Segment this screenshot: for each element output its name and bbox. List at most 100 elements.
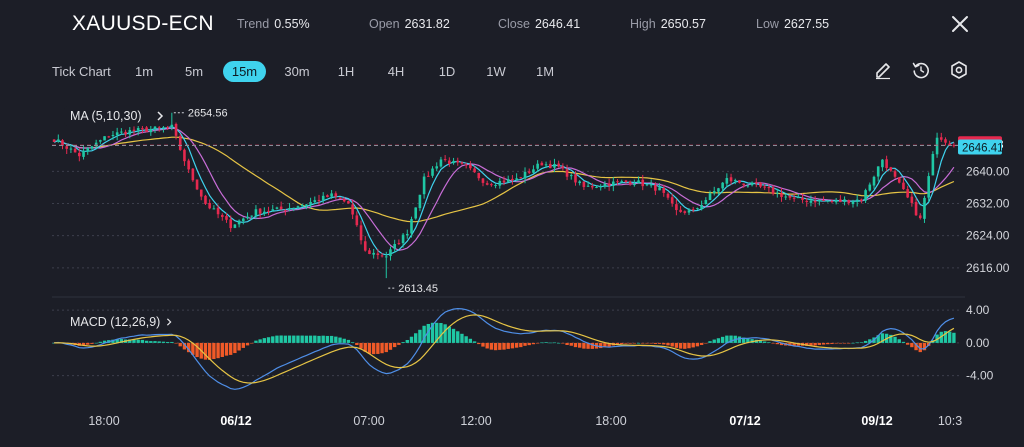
candle [939, 132, 943, 142]
candle-body [775, 192, 779, 194]
candle-body [225, 216, 228, 220]
candle-body [691, 209, 695, 211]
tab-1w[interactable]: 1W [486, 64, 506, 79]
candle-body [733, 180, 737, 182]
candle-body [717, 188, 720, 192]
macd-histogram-bar [889, 334, 893, 343]
tab-30m[interactable]: 30m [284, 64, 310, 79]
candle [393, 239, 396, 253]
candle-body [519, 177, 523, 179]
candle [952, 142, 956, 148]
candle [931, 151, 935, 176]
settings-icon[interactable] [949, 60, 969, 80]
candle [717, 187, 720, 196]
close-icon[interactable] [948, 12, 972, 36]
candle-body [649, 184, 653, 186]
candle [477, 172, 481, 181]
macd-histogram-bar [346, 339, 351, 343]
candle [809, 195, 813, 207]
macd-histogram-bar [338, 337, 342, 343]
max-price-annotation: 2654.56 [188, 108, 228, 120]
candle [94, 139, 98, 149]
candle-body [300, 204, 304, 207]
candle-body [380, 255, 384, 257]
tab-15m[interactable]: 15m [223, 61, 266, 82]
candle-body [57, 139, 60, 142]
macd-histogram-bar [275, 335, 279, 343]
candle [897, 177, 901, 184]
pencil-icon[interactable] [873, 60, 893, 80]
candle [275, 206, 279, 210]
tab-4h[interactable]: 4H [387, 64, 405, 79]
macd-indicator-label[interactable]: MACD (12,26,9) [64, 312, 179, 332]
macd-histogram-bar [472, 341, 477, 343]
macd-histogram-bar [523, 342, 527, 346]
macd-histogram-bar [430, 322, 435, 343]
candle [565, 164, 569, 181]
candle-body [52, 139, 56, 142]
candle-body [431, 168, 434, 176]
candle [805, 198, 809, 207]
candle [536, 160, 539, 172]
candle [296, 205, 300, 210]
macd-histogram-bar [939, 331, 943, 343]
candle [696, 207, 699, 210]
macd-histogram-bar [910, 342, 914, 348]
chart-area[interactable]: 2640.00 2632.00 2624.00 2616.00 4.00 0.00 -4.0… [0, 90, 1024, 442]
ma-indicator-label[interactable]: MA (5,10,30) [64, 106, 172, 126]
candle-body [405, 234, 409, 236]
macd-histogram-bar [712, 339, 716, 343]
macd-histogram-bar [573, 342, 578, 348]
candle-body [872, 176, 876, 186]
macd-histogram-bar [620, 342, 624, 345]
price-tick-label: 2640.00 [966, 164, 1010, 178]
macd-histogram-bar [649, 342, 653, 344]
candle-body [267, 210, 270, 212]
candle [855, 194, 859, 207]
candle-body [103, 136, 106, 141]
macd-histogram-bar [729, 335, 733, 343]
candle [317, 194, 321, 206]
candle [914, 198, 918, 216]
macd-tick-label: 4.00 [966, 303, 990, 317]
candle-body [582, 181, 586, 188]
close-label: Close [498, 17, 530, 31]
tab-5m[interactable]: 5m [184, 64, 204, 79]
candle-body [183, 149, 186, 162]
macd-histogram-bar [468, 338, 473, 343]
tab-1d[interactable]: 1D [438, 64, 456, 79]
candle [658, 183, 661, 191]
candle-body [612, 181, 615, 186]
candle-body [149, 129, 153, 133]
candle [662, 184, 666, 197]
candle-body [801, 197, 804, 200]
candle-body [485, 183, 489, 185]
tab-tick-chart[interactable]: Tick Chart [52, 64, 111, 79]
candle [170, 112, 174, 131]
tab-1m[interactable]: 1m [134, 64, 154, 79]
tab-1h[interactable]: 1H [337, 64, 355, 79]
candle-body [923, 197, 926, 219]
candle-body [628, 181, 632, 185]
macd-histogram-bar [817, 342, 822, 345]
close-value: 2646.41 [534, 17, 581, 31]
candle-body [86, 148, 90, 152]
candle-body [136, 128, 140, 131]
candle-body [792, 197, 796, 199]
macd-histogram-bar [435, 322, 439, 343]
macd-histogram-bar [174, 342, 178, 344]
price-chart-svg[interactable]: 2640.00 2632.00 2624.00 2616.00 4.00 0.00 -4.0… [0, 90, 1024, 442]
macd-histogram-bar [544, 342, 548, 343]
tab-1mo[interactable]: 1M [535, 64, 555, 79]
candle [544, 161, 548, 169]
candle-body [750, 182, 754, 186]
macd-histogram-bar [94, 342, 98, 344]
trend-value: 0.55% [274, 17, 310, 31]
candle [57, 134, 60, 143]
macd-histogram-bar [237, 342, 241, 351]
candle [61, 139, 64, 150]
macd-histogram-bar [834, 342, 838, 344]
replay-icon[interactable] [911, 60, 931, 80]
macd-histogram-bar [578, 342, 582, 348]
macd-histogram-bar [725, 335, 729, 343]
